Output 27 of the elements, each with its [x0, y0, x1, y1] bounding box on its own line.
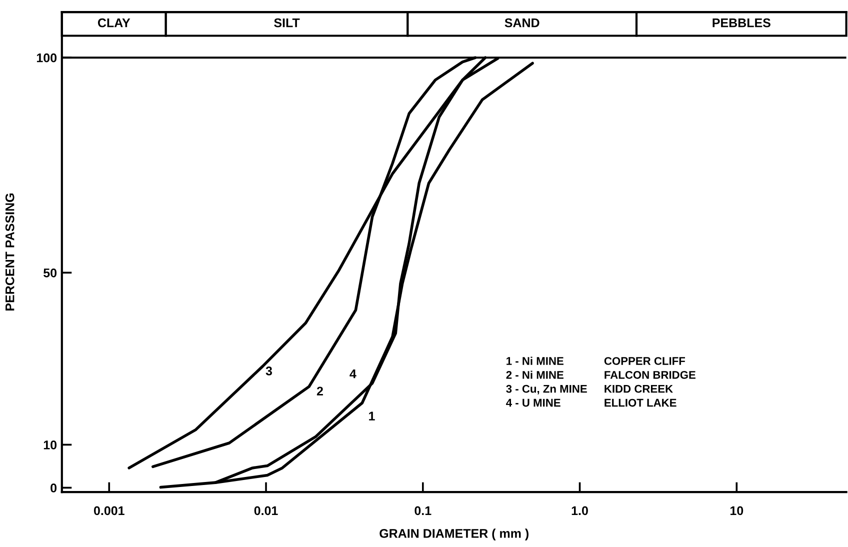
annotation: 1: [369, 412, 375, 420]
annotation: 2 - Ni MINE: [506, 370, 564, 379]
annotation: 4 - U MINE: [506, 398, 560, 407]
x-tick-label: 10: [730, 506, 744, 516]
band-label: PEBBLES: [712, 18, 770, 28]
annotation: ELLIOT LAKE: [604, 398, 676, 407]
annotation: 4: [350, 370, 356, 378]
x-axis-title: GRAIN DIAMETER ( mm ): [380, 528, 528, 540]
annotation: FALCON BRIDGE: [604, 370, 696, 379]
y-tick-label: 50: [44, 268, 57, 278]
annotation: 1 - Ni MINE: [506, 356, 564, 365]
y-tick-label: 100: [36, 53, 57, 62]
annotation: 3: [266, 366, 272, 376]
y-tick-label: 10: [44, 440, 57, 450]
band-label: CLAY: [98, 18, 130, 28]
annotation: 2: [316, 386, 323, 396]
annotation: 3 - Cu, Zn MINE: [506, 384, 587, 394]
x-tick-label: 0.001: [94, 506, 124, 516]
band-label: SILT: [274, 18, 300, 28]
band-label: SAND: [504, 18, 540, 28]
x-tick-label: 0.1: [414, 506, 432, 516]
x-tick-label: 1.0: [572, 506, 588, 516]
annotation: COPPER CLIFF: [604, 357, 685, 365]
y-tick-label: 0: [50, 484, 57, 492]
annotation: KIDD CREEK: [604, 384, 673, 393]
y-axis-title: PERCENT PASSING: [5, 194, 14, 310]
x-tick-label: 0.01: [254, 506, 278, 516]
